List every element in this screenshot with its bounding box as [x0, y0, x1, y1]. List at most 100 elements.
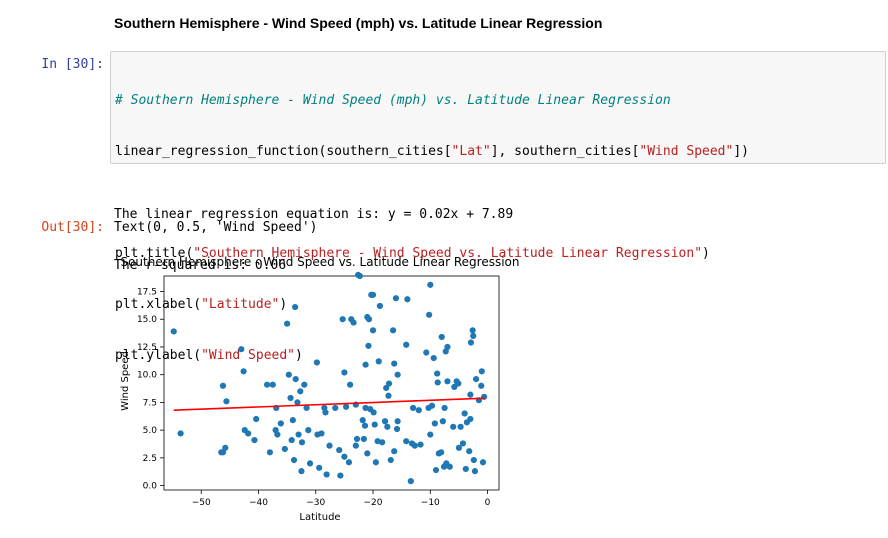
data-point	[294, 399, 301, 406]
x-tick-label: −30	[306, 498, 325, 508]
data-point	[376, 302, 383, 310]
data-point	[316, 464, 323, 471]
data-point	[238, 346, 245, 353]
data-point	[404, 296, 411, 303]
data-point	[341, 369, 348, 376]
data-point	[369, 291, 377, 298]
data-point	[343, 403, 350, 410]
y-tick-label: 12.5	[137, 343, 157, 353]
data-point	[385, 380, 393, 387]
data-point	[403, 438, 410, 445]
data-point	[444, 378, 451, 385]
data-point	[470, 332, 477, 339]
data-point	[391, 360, 398, 367]
data-point	[370, 409, 377, 416]
data-point	[313, 359, 320, 366]
data-point	[223, 398, 230, 405]
data-point	[245, 430, 252, 437]
data-point	[430, 354, 437, 362]
data-point	[455, 444, 463, 451]
markdown-heading: Southern Hemisphere - Wind Speed (mph) v…	[114, 15, 603, 31]
data-point	[359, 417, 366, 424]
data-point	[306, 460, 314, 467]
data-point	[292, 376, 299, 383]
chart-title: Southern Hemisphere - Wind Speed vs. Lat…	[120, 255, 519, 269]
data-point	[467, 391, 474, 398]
data-point	[298, 468, 305, 475]
data-point	[469, 327, 476, 334]
data-point	[459, 440, 467, 447]
data-point	[467, 415, 474, 423]
data-point	[318, 430, 325, 437]
data-point	[394, 371, 401, 378]
data-point	[336, 446, 343, 454]
x-tick-label: −10	[421, 498, 440, 508]
data-point	[297, 388, 304, 395]
execute-result: Text(0, 0.5, 'Wind Speed')	[114, 220, 318, 235]
stdout-line-rsquared: The r-squared is: 0.06	[114, 258, 287, 273]
x-tick-label: 0	[485, 498, 491, 508]
data-point	[438, 449, 445, 456]
data-point	[450, 423, 457, 430]
data-point	[303, 404, 310, 412]
data-point	[326, 442, 333, 449]
data-point	[403, 341, 410, 348]
data-point	[434, 370, 441, 377]
data-point	[455, 380, 462, 387]
code-line-regression-call: linear_regression_function(southern_citi…	[115, 144, 749, 159]
stdout-line-equation: The linear regression equation is: y = 0…	[114, 207, 514, 222]
data-point	[287, 394, 294, 402]
data-point	[362, 361, 369, 368]
data-point	[441, 404, 448, 412]
data-point	[478, 368, 485, 375]
data-point	[298, 439, 306, 446]
data-point	[219, 382, 227, 389]
data-point	[411, 442, 418, 449]
code-editor[interactable]: # Southern Hemisphere - Wind Speed (mph)…	[115, 58, 749, 398]
data-point	[339, 316, 346, 323]
data-point	[415, 407, 422, 414]
data-point	[427, 281, 434, 288]
data-point	[467, 339, 475, 346]
data-point	[462, 465, 469, 473]
scatter-chart: Southern Hemisphere - Wind Speed vs. Lat…	[120, 255, 520, 523]
plot-area: −50 −40 −30 −20 −10 0 0.0 2.5 5.0 7.5 10.0 12.5 15.0…	[137, 271, 500, 508]
data-point	[365, 342, 372, 349]
data-point	[289, 417, 296, 424]
data-point	[253, 415, 260, 423]
data-point	[222, 444, 229, 451]
data-point	[457, 423, 464, 430]
data-point	[478, 382, 485, 389]
y-tick-label: 2.5	[143, 454, 157, 464]
code-cell-input[interactable]: # Southern Hemisphere - Wind Speed (mph)…	[110, 51, 886, 363]
data-point	[295, 431, 302, 438]
data-point	[427, 431, 434, 438]
data-point	[472, 376, 480, 383]
data-point	[323, 471, 330, 478]
data-point	[393, 425, 401, 433]
data-point	[266, 449, 274, 456]
data-point	[332, 404, 339, 412]
data-point	[407, 478, 414, 485]
data-point	[170, 328, 177, 335]
y-tick-label: 0.0	[143, 482, 158, 492]
data-point	[322, 409, 329, 416]
data-point	[371, 421, 378, 428]
data-point	[375, 358, 382, 365]
data-point	[269, 381, 276, 388]
data-point	[345, 459, 353, 466]
data-point	[365, 316, 373, 323]
data-point	[292, 303, 299, 311]
x-tick-label: −20	[364, 498, 383, 508]
data-point	[251, 437, 258, 444]
data-point	[394, 418, 401, 425]
data-point	[439, 418, 446, 425]
y-tick-label: 7.5	[143, 398, 157, 408]
data-point	[383, 384, 390, 392]
x-tick-label: −50	[192, 498, 211, 508]
data-point	[347, 381, 354, 388]
x-axis-label: Latitude	[299, 512, 340, 523]
data-point	[471, 468, 479, 475]
code-line-xlabel: plt.xlabel("Latitude")	[115, 297, 288, 312]
data-point	[240, 368, 247, 375]
